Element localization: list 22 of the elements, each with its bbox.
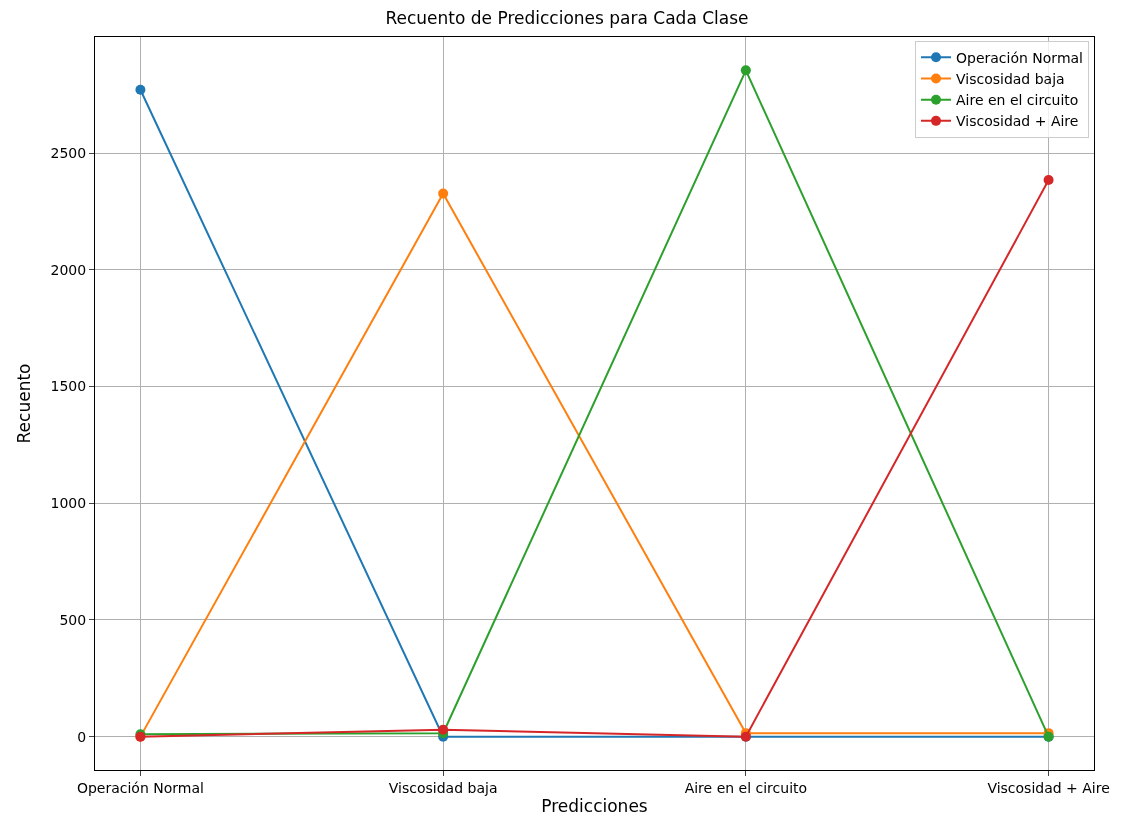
x-tick-label: Viscosidad baja [388, 779, 498, 796]
x-tick-label: Operación Normal [76, 779, 204, 796]
y-tick-label: 500 [59, 611, 87, 628]
legend-label: Operación Normal [956, 49, 1083, 66]
legend-label: Viscosidad baja [956, 70, 1065, 87]
y-tick-label: 1000 [50, 495, 87, 512]
y-tick-label: 0 [77, 728, 87, 745]
point [438, 724, 449, 735]
point [438, 188, 449, 199]
y-tick-label: 1500 [50, 378, 87, 395]
y-axis-title: Recuento [14, 363, 35, 444]
chart-title: Recuento de Predicciones para Cada Clase [385, 8, 749, 29]
point [135, 84, 146, 95]
x-axis-title: Predicciones [541, 796, 648, 817]
legend-label: Aire en el circuito [956, 92, 1079, 109]
point [740, 65, 751, 76]
x-tick-label: Viscosidad + Aire [987, 779, 1110, 796]
x-tick-label: Aire en el circuito [684, 779, 808, 796]
y-tick-label: 2500 [50, 145, 87, 162]
y-tick-label: 2000 [50, 261, 87, 278]
legend-label: Viscosidad + Aire [956, 113, 1079, 130]
point [1043, 175, 1054, 186]
